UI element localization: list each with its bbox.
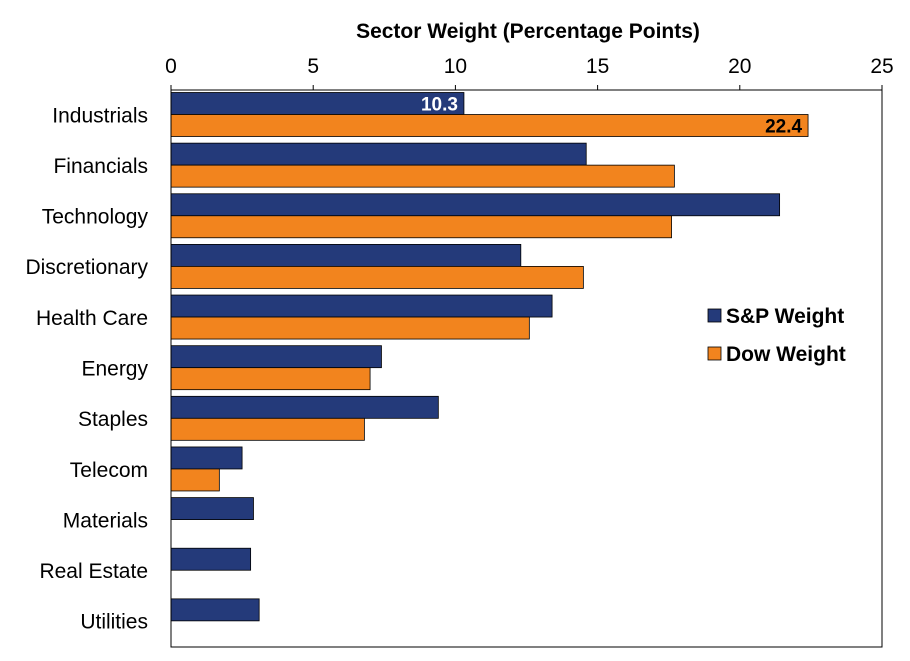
sp-weight-bar — [170, 142, 587, 166]
dow-weight-bar — [170, 417, 365, 441]
category-label: Staples — [78, 408, 148, 431]
dow-weight-bar — [170, 468, 220, 492]
x-tick-label: 25 — [870, 55, 893, 78]
sp-weight-bar — [170, 345, 382, 369]
sp-weight-bar — [170, 244, 522, 267]
x-axis-ticks: 0 5 10 15 20 25 — [165, 55, 894, 90]
sp-weight-bar — [170, 395, 439, 419]
legend-swatch-sp — [707, 308, 722, 323]
sp-weight-bar — [170, 193, 781, 217]
sp-weight-bar — [170, 497, 254, 520]
legend-label-sp: S&P Weight — [726, 305, 844, 328]
dow-weight-bar — [170, 215, 672, 239]
category-label: Real Estate — [39, 560, 148, 583]
dow-weight-bar — [170, 266, 584, 289]
sp-weight-bar — [170, 547, 252, 571]
category-label: Materials — [63, 509, 148, 532]
legend-label-dow: Dow Weight — [726, 343, 846, 366]
x-tick-label: 10 — [444, 55, 467, 78]
category-labels: Industrials Financials Technology Discretio… — [25, 104, 148, 633]
sp-weight-bar — [170, 446, 243, 470]
category-label: Discretionary — [25, 256, 148, 279]
category-label: Utilities — [80, 611, 148, 634]
legend-swatch-dow — [707, 346, 722, 361]
category-label: Telecom — [70, 459, 148, 482]
category-label: Health Care — [36, 307, 148, 330]
category-label: Financials — [53, 155, 148, 178]
dow-weight-bar — [170, 164, 675, 188]
x-tick-label: 15 — [586, 55, 609, 78]
dow-weight-bar — [170, 316, 530, 340]
category-label: Technology — [42, 206, 149, 229]
x-tick-label: 20 — [728, 55, 751, 78]
category-label: Industrials — [52, 104, 148, 127]
bar-data-label: 22.4 — [765, 117, 802, 138]
data-labels: 10.3 22.4 — [421, 95, 803, 138]
legend: S&P Weight Dow Weight — [707, 305, 846, 366]
sp-weight-bar — [170, 294, 553, 318]
plot-frame — [170, 89, 883, 648]
dow-weight-bar — [170, 114, 809, 137]
sp-weight-bar — [170, 598, 260, 622]
x-tick-label: 5 — [307, 55, 319, 78]
dow-weight-bar — [170, 367, 371, 391]
x-tick-label: 0 — [165, 55, 177, 78]
bar-data-label: 10.3 — [421, 95, 458, 116]
x-axis-title: Sector Weight (Percentage Points) — [356, 20, 700, 43]
category-label: Energy — [81, 358, 148, 381]
